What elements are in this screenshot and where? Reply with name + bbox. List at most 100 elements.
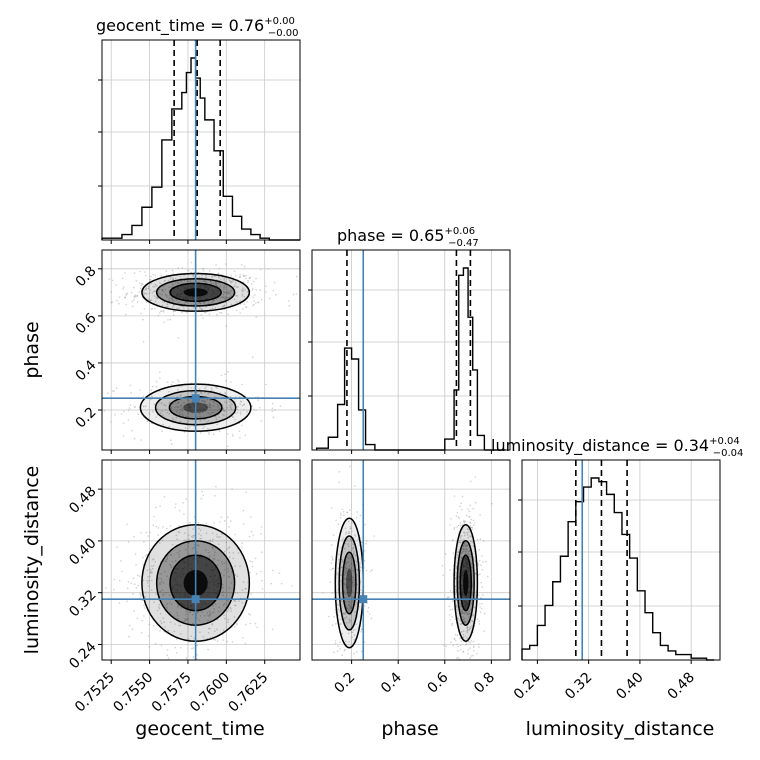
sample-point bbox=[169, 318, 172, 321]
sample-point bbox=[451, 608, 454, 611]
sample-point bbox=[211, 412, 213, 414]
sample-point bbox=[136, 671, 138, 673]
sample-point bbox=[182, 501, 184, 504]
sample-point bbox=[346, 607, 349, 610]
sample-point bbox=[479, 538, 482, 540]
sample-point bbox=[112, 390, 114, 392]
sample-point bbox=[469, 657, 472, 659]
panel-phase-vs-luminosity-distance bbox=[311, 459, 511, 679]
sample-point bbox=[339, 641, 341, 643]
sample-point bbox=[215, 386, 217, 389]
sample-point bbox=[349, 509, 351, 512]
sample-point bbox=[180, 407, 183, 409]
sample-point bbox=[448, 596, 450, 598]
sample-point bbox=[465, 550, 468, 552]
sample-point bbox=[356, 596, 359, 598]
sample-point bbox=[161, 289, 164, 292]
x-tick-label: 0.7600 bbox=[187, 670, 233, 716]
sample-point bbox=[144, 405, 147, 408]
sample-point bbox=[466, 630, 468, 633]
sample-point bbox=[178, 307, 180, 309]
sample-point bbox=[215, 485, 217, 488]
sample-point bbox=[330, 562, 333, 564]
sample-point bbox=[124, 297, 126, 299]
sample-point bbox=[220, 296, 223, 298]
sample-point bbox=[352, 547, 354, 550]
sample-point bbox=[158, 606, 160, 608]
sample-point bbox=[209, 614, 212, 616]
sample-point bbox=[105, 587, 107, 589]
sample-point bbox=[253, 303, 255, 306]
sample-point bbox=[347, 586, 349, 589]
density-level bbox=[342, 552, 356, 614]
sample-point bbox=[472, 640, 475, 643]
sample-point bbox=[454, 585, 457, 588]
sample-point bbox=[336, 604, 339, 606]
sample-point bbox=[230, 520, 232, 522]
sample-point bbox=[302, 567, 304, 569]
sample-point bbox=[455, 571, 457, 574]
sample-point bbox=[150, 282, 153, 285]
sample-point bbox=[483, 612, 486, 615]
sample-point bbox=[166, 296, 168, 298]
sample-point bbox=[142, 395, 145, 397]
sample-point bbox=[211, 612, 213, 614]
sample-point bbox=[166, 527, 168, 530]
sample-point bbox=[467, 508, 469, 511]
sample-point bbox=[175, 282, 177, 284]
sample-point bbox=[219, 297, 221, 299]
sample-point bbox=[183, 405, 186, 408]
sample-point bbox=[361, 628, 363, 630]
sample-point bbox=[233, 604, 236, 607]
sample-point bbox=[205, 532, 208, 534]
sample-point bbox=[216, 423, 218, 426]
sample-point bbox=[240, 400, 243, 403]
sample-point bbox=[459, 505, 461, 508]
sample-point bbox=[341, 539, 344, 541]
sample-point bbox=[166, 411, 168, 414]
sample-point bbox=[179, 413, 181, 416]
sample-point bbox=[153, 515, 155, 518]
sample-point bbox=[468, 510, 471, 513]
sample-point bbox=[251, 405, 254, 407]
sample-point bbox=[151, 308, 154, 310]
sample-point bbox=[158, 607, 161, 610]
sample-point bbox=[217, 543, 220, 545]
sample-point bbox=[227, 618, 230, 621]
sample-point bbox=[192, 536, 194, 539]
sample-point bbox=[461, 666, 463, 668]
sample-point bbox=[159, 630, 161, 632]
sample-point bbox=[214, 495, 216, 497]
sample-point bbox=[354, 629, 356, 631]
sample-point bbox=[245, 624, 247, 626]
sample-point bbox=[205, 281, 207, 284]
sample-point bbox=[215, 418, 218, 421]
sample-point bbox=[167, 279, 170, 282]
sample-point bbox=[352, 596, 354, 598]
sample-point bbox=[124, 296, 127, 299]
sample-point bbox=[192, 274, 195, 276]
sample-point bbox=[459, 599, 461, 602]
sample-point bbox=[149, 531, 151, 534]
sample-point bbox=[150, 389, 153, 392]
sample-point bbox=[175, 299, 178, 302]
sample-point bbox=[172, 278, 174, 281]
sample-point bbox=[347, 561, 350, 563]
sample-point bbox=[341, 561, 343, 563]
y-tick-label: 0.6 bbox=[73, 310, 100, 337]
sample-point bbox=[464, 520, 467, 523]
sample-point bbox=[470, 603, 473, 605]
sample-point bbox=[139, 287, 142, 290]
sample-point bbox=[446, 596, 449, 599]
sample-point bbox=[224, 373, 226, 376]
sample-point bbox=[193, 406, 196, 409]
sample-point bbox=[116, 299, 118, 302]
sample-point bbox=[222, 629, 225, 631]
x-tick-label: 0.7625 bbox=[226, 670, 272, 716]
sample-point bbox=[143, 541, 145, 543]
sample-point bbox=[243, 303, 246, 305]
sample-point bbox=[204, 410, 207, 413]
sample-point bbox=[463, 548, 465, 550]
sample-point bbox=[192, 528, 194, 530]
sample-point bbox=[473, 677, 475, 679]
